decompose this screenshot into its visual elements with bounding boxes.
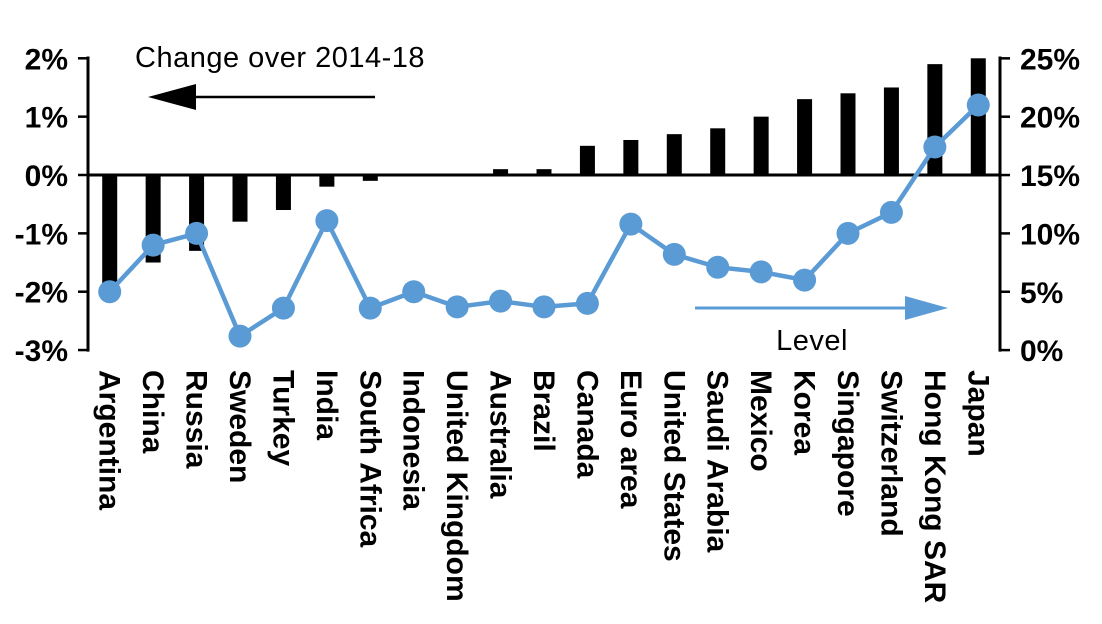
category-label-japan: Japan: [961, 370, 994, 457]
bar-saudi-arabia: [710, 128, 726, 175]
bar-india: [319, 175, 335, 187]
bar-euro-area: [623, 139, 639, 175]
left-axis-tick-label: -2%: [15, 277, 68, 310]
marker-mexico: [749, 260, 773, 284]
line-series-annotation: Level: [695, 296, 948, 357]
bar-australia: [493, 169, 509, 175]
category-axis-labels: Argentina China Russia Sweden Turkey India Sou…: [93, 370, 995, 604]
bar-singapore: [840, 93, 856, 175]
marker-sweden: [228, 324, 252, 348]
marker-singapore: [836, 221, 860, 245]
marker-japan: [966, 93, 990, 117]
category-label-united-kingdom: United Kingdom: [440, 370, 473, 602]
category-label-euro-area: Euro area: [614, 370, 647, 509]
bar-japan: [970, 58, 986, 175]
bar-sweden: [232, 175, 248, 222]
bar-argentina: [102, 175, 118, 292]
marker-china: [141, 233, 165, 257]
category-label-china: China: [136, 370, 169, 454]
bar-switzerland: [883, 87, 899, 175]
category-label-south-africa: South Africa: [353, 370, 386, 548]
bar-brazil: [536, 169, 552, 175]
axes: 2% 1% 0% -1% -2% -3% 25% 20% 15% 10% 5% 0%: [15, 43, 1080, 368]
category-label-saudi-arabia: Saudi Arabia: [701, 370, 734, 553]
marker-south-africa: [358, 296, 382, 320]
category-label-switzerland: Switzerland: [874, 370, 907, 537]
bar-mexico: [753, 116, 769, 175]
left-axis-tick-label: 0%: [25, 160, 68, 193]
marker-euro-area: [619, 212, 643, 236]
left-axis-tick-label: 2%: [25, 43, 68, 76]
marker-indonesia: [402, 280, 426, 304]
left-axis-tick-label: 1%: [25, 102, 68, 135]
category-label-canada: Canada: [570, 370, 603, 479]
marker-russia: [185, 221, 209, 245]
category-label-hong-kong-sar: Hong Kong SAR: [918, 370, 951, 604]
bar-united-states: [666, 134, 682, 175]
category-label-argentina: Argentina: [93, 370, 126, 510]
category-label-sweden: Sweden: [223, 370, 256, 483]
marker-saudi-arabia: [706, 255, 730, 279]
bar-series-annotation-label: Change over 2014-18: [135, 42, 425, 74]
marker-korea: [793, 268, 817, 292]
marker-hong-kong-sar: [923, 135, 947, 159]
bar-korea: [797, 99, 813, 175]
category-label-indonesia: Indonesia: [397, 370, 430, 510]
category-label-australia: Australia: [484, 370, 517, 499]
left-arrow-head-icon: [148, 84, 196, 110]
marker-switzerland: [879, 200, 903, 224]
left-axis-tick-label: -1%: [15, 218, 68, 251]
marker-india: [315, 209, 339, 233]
right-axis-tick-label: 5%: [1020, 277, 1063, 310]
bar-south-africa: [362, 175, 378, 181]
category-label-turkey: Turkey: [266, 370, 299, 466]
category-label-brazil: Brazil: [527, 370, 560, 452]
line-series-annotation-label: Level: [776, 325, 848, 357]
marker-united-kingdom: [445, 295, 469, 319]
right-axis-tick-label: 15%: [1020, 160, 1080, 193]
bar-canada: [579, 145, 595, 175]
bar-series: [102, 58, 986, 292]
category-label-india: India: [310, 370, 343, 440]
bar-turkey: [275, 175, 291, 211]
marker-brazil: [532, 295, 556, 319]
line-series: [98, 93, 990, 348]
right-axis-tick-label: 20%: [1020, 102, 1080, 135]
marker-australia: [489, 289, 513, 313]
category-label-mexico: Mexico: [744, 370, 777, 472]
right-axis-tick-label: 0%: [1020, 335, 1063, 368]
marker-canada: [575, 291, 599, 315]
marker-turkey: [271, 296, 295, 320]
right-axis-tick-label: 10%: [1020, 218, 1080, 251]
category-label-russia: Russia: [180, 370, 213, 469]
right-axis-tick-label: 25%: [1020, 43, 1080, 76]
left-axis-tick-label: -3%: [15, 335, 68, 368]
right-arrow-head-icon: [905, 296, 948, 320]
category-label-korea: Korea: [788, 370, 821, 455]
marker-argentina: [98, 280, 122, 304]
marker-united-states: [662, 242, 686, 266]
category-label-singapore: Singapore: [831, 370, 864, 517]
category-label-united-states: United States: [657, 370, 690, 562]
bar-series-annotation: Change over 2014-18: [135, 42, 425, 110]
